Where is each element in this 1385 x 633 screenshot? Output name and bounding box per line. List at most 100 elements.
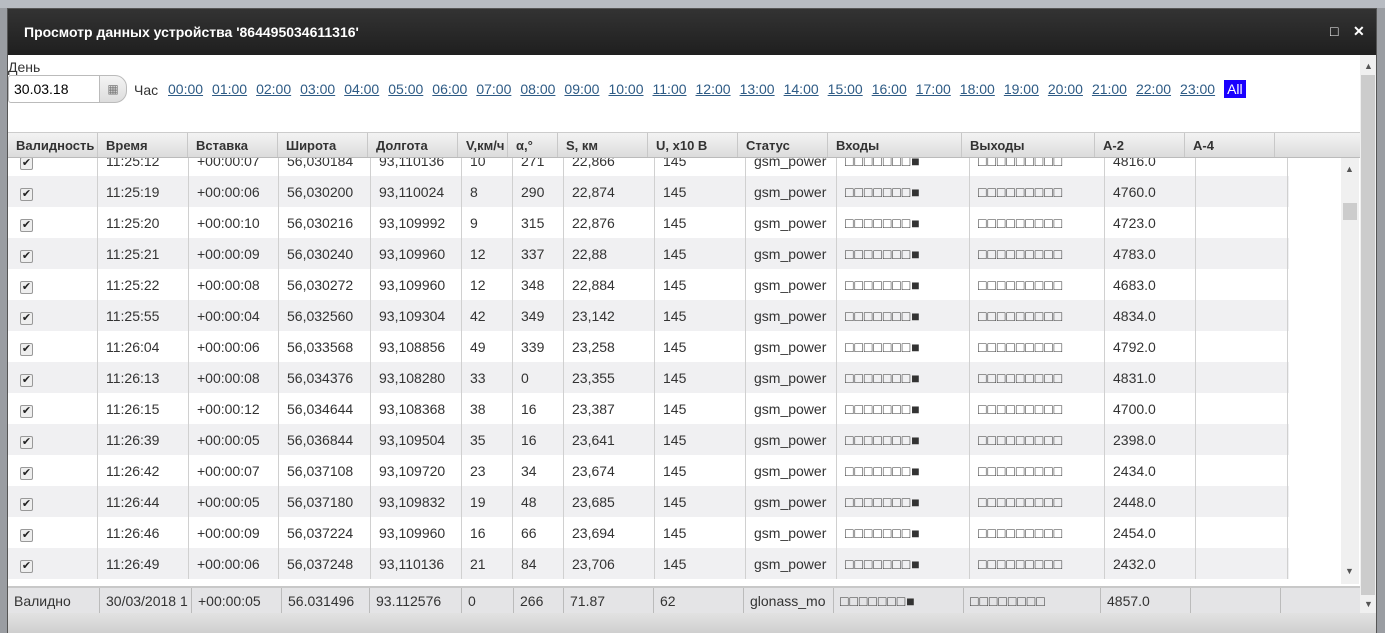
hour-link-1400[interactable]: 14:00 — [783, 81, 819, 97]
table-row[interactable]: ✔ 11:26:13 +00:00:08 56,034376 93,108280 33 0 2… — [8, 362, 1289, 393]
table-row[interactable]: ✔ 11:25:19 +00:00:06 56,030200 93,110024 8 290… — [8, 176, 1289, 207]
table-row[interactable]: ✔ 11:26:15 +00:00:12 56,034644 93,108368 38 16… — [8, 393, 1289, 424]
hour-link-1800[interactable]: 18:00 — [959, 81, 995, 97]
column-header-voltage[interactable]: U, x10 В — [648, 133, 738, 157]
column-header-a4[interactable]: A-4 — [1185, 133, 1275, 157]
validity-cell[interactable]: ✔ — [8, 393, 98, 424]
hour-link-1000[interactable]: 10:00 — [608, 81, 644, 97]
hour-link-1700[interactable]: 17:00 — [915, 81, 951, 97]
hour-link-0700[interactable]: 07:00 — [476, 81, 512, 97]
validity-cell[interactable]: ✔ — [8, 517, 98, 548]
table-row[interactable]: ✔ 11:25:20 +00:00:10 56,030216 93,109992 9 315… — [8, 207, 1289, 238]
validity-checkbox[interactable]: ✔ — [20, 498, 33, 511]
table-row[interactable]: ✔ 11:26:44 +00:00:05 56,037180 93,109832 19 48… — [8, 486, 1289, 517]
scroll-thumb[interactable] — [1361, 75, 1375, 595]
hour-link-2000[interactable]: 20:00 — [1047, 81, 1083, 97]
column-header-a2[interactable]: A-2 — [1095, 133, 1185, 157]
validity-checkbox[interactable]: ✔ — [20, 374, 33, 387]
validity-cell[interactable]: ✔ — [8, 486, 98, 517]
validity-checkbox[interactable]: ✔ — [20, 343, 33, 356]
validity-checkbox[interactable]: ✔ — [20, 312, 33, 325]
grid-scrollbar[interactable]: ▲ ▼ — [1341, 158, 1359, 584]
validity-cell[interactable]: ✔ — [8, 207, 98, 238]
validity-cell[interactable]: ✔ — [8, 455, 98, 486]
column-header-status[interactable]: Статус — [738, 133, 828, 157]
hour-link-0600[interactable]: 06:00 — [432, 81, 468, 97]
column-header-validity[interactable]: Валидность — [8, 133, 98, 157]
scroll-up-icon[interactable]: ▲ — [1364, 61, 1373, 71]
cell-status: gsm_power — [746, 300, 837, 331]
cell-a2: 2434.0 — [1105, 455, 1196, 486]
validity-cell[interactable]: ✔ — [8, 424, 98, 455]
column-header-longitude[interactable]: Долгота — [368, 133, 458, 157]
column-header-angle[interactable]: α,° — [508, 133, 558, 157]
hour-link-1600[interactable]: 16:00 — [871, 81, 907, 97]
validity-cell[interactable]: ✔ — [8, 238, 98, 269]
date-input[interactable] — [8, 75, 100, 103]
validity-checkbox[interactable]: ✔ — [20, 158, 33, 170]
validity-cell[interactable]: ✔ — [8, 300, 98, 331]
cell-status: gsm_power — [746, 207, 837, 238]
validity-checkbox[interactable]: ✔ — [20, 250, 33, 263]
column-header-speed[interactable]: V,км/ч — [458, 133, 508, 157]
table-row[interactable]: ✔ 11:25:22 +00:00:08 56,030272 93,109960 12 34… — [8, 269, 1289, 300]
hour-link-1300[interactable]: 13:00 — [739, 81, 775, 97]
summary-distance: 71.87 — [564, 588, 654, 613]
table-row[interactable]: ✔ 11:26:39 +00:00:05 56,036844 93,109504 35 16… — [8, 424, 1289, 455]
dialog-scrollbar[interactable]: ▲ ▼ — [1360, 55, 1376, 613]
table-row[interactable]: ✔ 11:25:55 +00:00:04 56,032560 93,109304 42 34… — [8, 300, 1289, 331]
hour-link-0500[interactable]: 05:00 — [388, 81, 424, 97]
validity-checkbox[interactable]: ✔ — [20, 436, 33, 449]
hour-link-1100[interactable]: 11:00 — [652, 81, 687, 97]
validity-checkbox[interactable]: ✔ — [20, 281, 33, 294]
close-icon[interactable]: ✕ — [1353, 23, 1365, 39]
scroll-down-icon[interactable]: ▼ — [1364, 599, 1373, 609]
hour-link-0400[interactable]: 04:00 — [344, 81, 380, 97]
validity-cell[interactable]: ✔ — [8, 331, 98, 362]
hour-link-1900[interactable]: 19:00 — [1003, 81, 1039, 97]
cell-voltage: 145 — [655, 517, 746, 548]
hour-link-2300[interactable]: 23:00 — [1180, 81, 1216, 97]
hour-link-0200[interactable]: 02:00 — [256, 81, 292, 97]
validity-checkbox[interactable]: ✔ — [20, 529, 33, 542]
validity-cell[interactable]: ✔ — [8, 362, 98, 393]
validity-checkbox[interactable]: ✔ — [20, 405, 33, 418]
column-header-distance[interactable]: S, км — [558, 133, 648, 157]
column-header-outputs[interactable]: Выходы — [962, 133, 1095, 157]
validity-cell[interactable]: ✔ — [8, 176, 98, 207]
cell-latitude: 56,034376 — [279, 362, 371, 393]
hour-link-1200[interactable]: 12:00 — [695, 81, 731, 97]
hour-link-1500[interactable]: 15:00 — [827, 81, 863, 97]
table-row[interactable]: ✔ 11:25:21 +00:00:09 56,030240 93,109960 12 33… — [8, 238, 1289, 269]
calendar-icon[interactable]: ▦ — [99, 75, 127, 103]
validity-cell[interactable]: ✔ — [8, 269, 98, 300]
column-header-insert[interactable]: Вставка — [188, 133, 278, 157]
table-row[interactable]: ✔ 11:26:46 +00:00:09 56,037224 93,109960 16 66… — [8, 517, 1289, 548]
scroll-down-icon[interactable]: ▼ — [1345, 566, 1354, 576]
validity-checkbox[interactable]: ✔ — [20, 560, 33, 573]
hour-link-0800[interactable]: 08:00 — [520, 81, 556, 97]
table-row[interactable]: ✔ 11:26:04 +00:00:06 56,033568 93,108856 49 33… — [8, 331, 1289, 362]
table-row[interactable]: ✔ 11:26:49 +00:00:06 56,037248 93,110136 21 84… — [8, 548, 1289, 579]
validity-checkbox[interactable]: ✔ — [20, 467, 33, 480]
validity-checkbox[interactable]: ✔ — [20, 219, 33, 232]
validity-checkbox[interactable]: ✔ — [20, 188, 33, 201]
table-row[interactable]: ✔ 11:25:12 +00:00:07 56,030184 93,110136 10 27… — [8, 158, 1289, 176]
column-header-latitude[interactable]: Широта — [278, 133, 368, 157]
maximize-icon[interactable]: □ — [1330, 23, 1339, 39]
validity-cell[interactable]: ✔ — [8, 548, 98, 579]
scroll-up-icon[interactable]: ▲ — [1345, 164, 1354, 174]
table-row[interactable]: ✔ 11:26:42 +00:00:07 56,037108 93,109720 23 34… — [8, 455, 1289, 486]
hour-link-0300[interactable]: 03:00 — [300, 81, 336, 97]
column-header-time[interactable]: Время — [98, 133, 188, 157]
hour-link-0900[interactable]: 09:00 — [564, 81, 600, 97]
hour-link-2100[interactable]: 21:00 — [1091, 81, 1127, 97]
hour-link-0000[interactable]: 00:00 — [168, 81, 204, 97]
validity-cell[interactable]: ✔ — [8, 158, 98, 176]
hour-link-2200[interactable]: 22:00 — [1135, 81, 1172, 97]
scroll-thumb[interactable] — [1343, 203, 1357, 220]
column-header-inputs[interactable]: Входы — [828, 133, 962, 157]
hour-link-all[interactable]: All — [1224, 80, 1246, 98]
hour-link-0100[interactable]: 01:00 — [212, 81, 248, 97]
cell-outputs: □□□□□□□□□ — [970, 207, 1105, 238]
